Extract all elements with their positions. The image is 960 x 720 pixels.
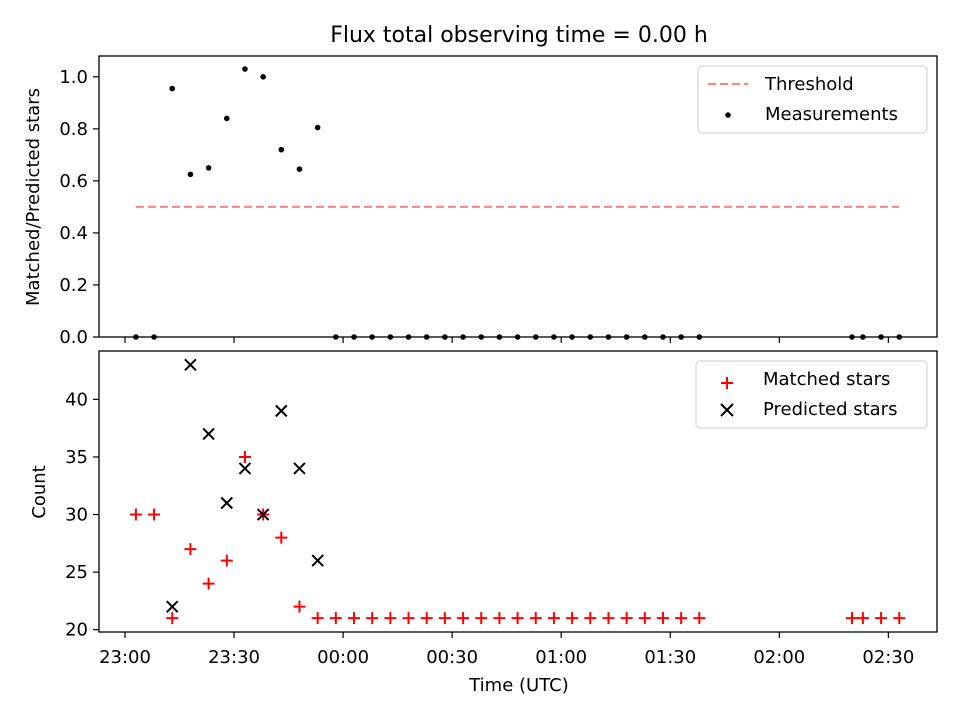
top-x-axis-ticks [124,337,889,343]
top-y-tick-label: 0.6 [59,171,88,192]
matched-star-point [656,612,669,625]
bottom-panel: 20 25 30 35 40 23:00 23:30 00:00 00:30 01:00 01:3… [29,350,938,696]
matched-star-point [620,612,633,625]
measurement-point [205,165,212,171]
measurement-point [169,85,176,92]
bottom-y-tick-label: 20 [65,620,88,641]
measurement-point [260,74,266,80]
x-tick-label: 23:30 [208,647,260,668]
top-legend: Threshold Measurements [697,65,928,134]
matched-star-point [438,612,451,625]
matched-star-point [238,450,251,463]
matched-star-point [384,612,397,625]
matched-star-point [348,612,361,625]
matched-star-point [566,612,579,625]
matched-star-point [220,554,233,567]
predicted-star-point [311,554,324,567]
measurements-legend-swatch [725,112,731,118]
matched-star-point [366,612,379,625]
matched-star-point [293,600,306,613]
predicted-star-point [220,496,233,510]
bottom-legend-box [695,360,928,429]
x-tick-label: 00:30 [426,647,478,668]
bottom-y-tick-label: 30 [65,505,88,526]
matched-star-point [846,612,858,625]
measurement-point [314,124,321,131]
matched-star-point [529,612,542,625]
predicted-star-point [166,600,179,613]
predicted-star-point [238,462,252,475]
x-tick-label: 02:30 [862,647,914,668]
matched-star-point [457,612,470,625]
top-legend-box [697,65,928,134]
measurements-legend-label: Measurements [765,104,898,125]
matched-star-point [493,612,506,625]
matched-legend-swatch [721,377,733,389]
threshold-legend-label: Threshold [764,74,854,95]
measurement-point [278,146,285,153]
measurement-point [296,166,303,172]
top-y-tick-label: 0.2 [59,275,88,296]
measurement-point [223,115,230,122]
bottom-x-axis: 23:00 23:30 00:00 00:30 01:00 01:30 02:00 02:30 [99,632,914,668]
matched-star-point [675,612,688,625]
predicted-star-point [184,358,197,372]
matched-star-point [893,612,906,625]
matched-star-point [475,612,488,625]
x-tick-label: 02:00 [753,647,805,668]
matched-star-point [511,612,524,625]
bottom-plot-area [129,358,906,625]
top-y-axis: 0.0 0.2 0.4 0.6 0.8 1.0 [59,67,99,348]
x-tick-label: 00:00 [317,647,369,668]
top-y-axis-label: Matched/Predicted stars [23,88,44,306]
matched-star-point [602,612,615,625]
matched-star-point [402,612,415,625]
bottom-y-axis: 20 25 30 35 40 [65,389,99,641]
matched-star-point [275,531,288,544]
predicted-star-point [275,404,288,418]
x-tick-label: 01:30 [644,647,696,668]
predicted-star-point [293,462,306,475]
predicted-star-point [256,508,270,521]
matched-legend-label: Matched stars [763,369,890,390]
matched-star-point [856,612,869,625]
top-y-tick-label: 0.4 [59,223,88,244]
chart-title: Flux total observing time = 0.00 h [330,23,708,48]
top-y-tick-label: 0.8 [59,119,88,140]
bottom-axes-frame [98,350,938,633]
matched-star-point [129,508,142,521]
measurement-point [242,66,248,72]
predicted-star-point [202,427,215,441]
matched-star-point [148,508,161,521]
top-y-tick-label: 1.0 [59,67,88,88]
predicted-legend-swatch [720,403,734,417]
matched-star-point [184,543,197,556]
bottom-y-tick-label: 25 [65,562,88,583]
bottom-y-axis-label: Count [29,465,50,518]
x-tick-label: 23:00 [99,647,151,668]
matched-star-point [420,612,433,625]
x-axis-label: Time (UTC) [468,675,569,696]
matched-star-point [311,612,324,625]
bottom-y-tick-label: 35 [65,447,88,468]
bottom-y-tick-label: 40 [65,389,88,410]
matched-star-point [638,612,651,625]
measurement-point [187,171,194,178]
matched-star-point [202,577,215,590]
matched-star-point [584,612,597,625]
matched-star-point [329,612,342,625]
predicted-legend-label: Predicted stars [763,399,897,420]
top-panel: 0.0 0.2 0.4 0.6 0.8 1.0 Matched/Predicted sta… [23,55,938,348]
matched-star-point [693,612,706,625]
matched-star-point [547,612,560,625]
bottom-legend: Matched stars Predicted stars [695,360,928,429]
matched-star-point [166,612,179,625]
top-axes-frame [98,55,938,338]
matched-star-point [875,612,888,625]
top-y-tick-label: 0.0 [59,327,88,348]
x-tick-label: 01:00 [535,647,587,668]
